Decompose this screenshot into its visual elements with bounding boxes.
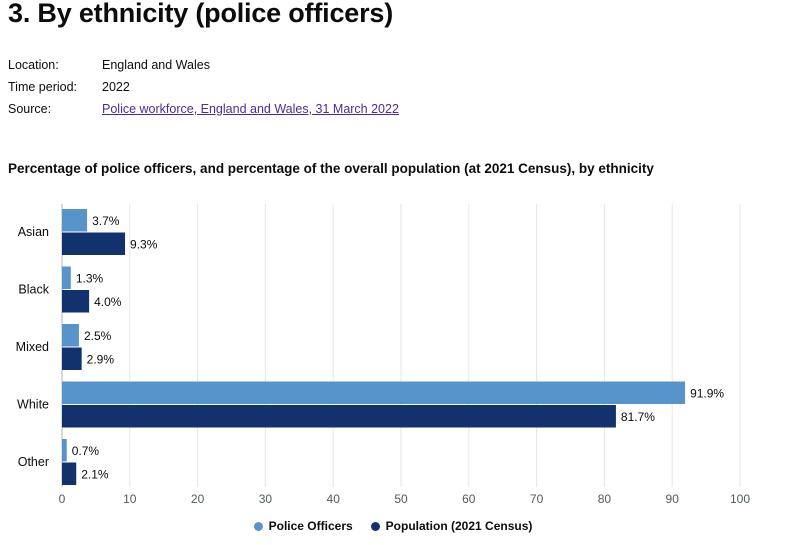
x-tick-label: 60 — [462, 492, 476, 506]
bar-population-asian[interactable] — [62, 232, 126, 256]
category-label: Mixed — [16, 340, 49, 354]
bar-population-mixed[interactable] — [62, 347, 82, 371]
data-label: 81.7% — [621, 410, 655, 424]
x-tick-label: 0 — [59, 492, 66, 506]
bar-police-officers-white[interactable] — [62, 381, 686, 405]
x-tick-label: 70 — [530, 492, 544, 506]
metadata-panel: Location: England and Wales Time period:… — [8, 54, 399, 120]
category-label: Black — [18, 283, 49, 297]
source-link[interactable]: Police workforce, England and Wales, 31 … — [102, 102, 399, 116]
time-period-label: Time period: — [8, 80, 78, 94]
legend-label: Population (2021 Census) — [385, 519, 533, 533]
x-tick-label: 20 — [191, 492, 205, 506]
data-label: 91.9% — [690, 386, 724, 400]
bar-chart: Asian 3.7% 9.3% Black 1.3% 4.0% Mixed 2.5% 2.9% W… — [16, 204, 751, 506]
chart-bars: Asian 3.7% 9.3% Black 1.3% 4.0% Mixed 2.5% 2.9% W… — [16, 209, 724, 486]
page-title: 3. By ethnicity (police officers) — [8, 0, 393, 28]
chart-gridlines — [61, 204, 741, 487]
bar-police-officers-asian[interactable] — [62, 209, 88, 232]
chart-legend: Police Officers Population (2021 Census) — [0, 519, 786, 533]
legend-item-population[interactable]: Population (2021 Census) — [370, 519, 533, 533]
x-tick-label: 50 — [394, 492, 408, 506]
time-period-value: 2022 — [102, 80, 130, 94]
x-tick-label: 100 — [730, 492, 750, 506]
bar-police-officers-mixed[interactable] — [62, 324, 79, 347]
data-label: 2.5% — [84, 329, 112, 343]
bar-population-other[interactable] — [62, 462, 77, 486]
x-tick-label: 10 — [123, 492, 137, 506]
data-label: 3.7% — [92, 214, 120, 228]
category-label: White — [17, 398, 49, 412]
x-tick-label: 80 — [598, 492, 612, 506]
legend-item-police-officers[interactable]: Police Officers — [253, 519, 353, 533]
category-label: Asian — [18, 225, 49, 239]
x-tick-label: 90 — [666, 492, 680, 506]
location-label: Location: — [8, 58, 59, 72]
data-label: 2.9% — [87, 352, 115, 366]
bar-police-officers-other[interactable] — [62, 439, 67, 462]
category-label: Other — [18, 455, 49, 469]
chart-title: Percentage of police officers, and perce… — [8, 161, 654, 176]
source-label: Source: — [8, 102, 52, 116]
data-label: 2.1% — [81, 467, 109, 481]
legend-dot-icon — [370, 521, 380, 531]
data-label: 0.7% — [72, 444, 100, 458]
x-axis: 0 10 20 30 40 50 60 70 80 90 100 — [59, 492, 751, 506]
data-label: 9.3% — [130, 237, 158, 251]
location-row: Location: England and Wales — [8, 54, 399, 76]
x-tick-label: 40 — [327, 492, 341, 506]
data-label: 1.3% — [76, 271, 104, 285]
legend-dot-icon — [253, 521, 263, 531]
location-value: England and Wales — [102, 58, 210, 72]
data-label: 4.0% — [94, 295, 122, 309]
x-tick-label: 30 — [259, 492, 273, 506]
legend-label: Police Officers — [268, 519, 353, 533]
source-row: Source: Police workforce, England and Wa… — [8, 98, 399, 120]
time-period-row: Time period: 2022 — [8, 76, 399, 98]
bar-population-black[interactable] — [62, 290, 90, 313]
bar-population-white[interactable] — [62, 405, 616, 428]
bar-police-officers-black[interactable] — [62, 266, 71, 290]
